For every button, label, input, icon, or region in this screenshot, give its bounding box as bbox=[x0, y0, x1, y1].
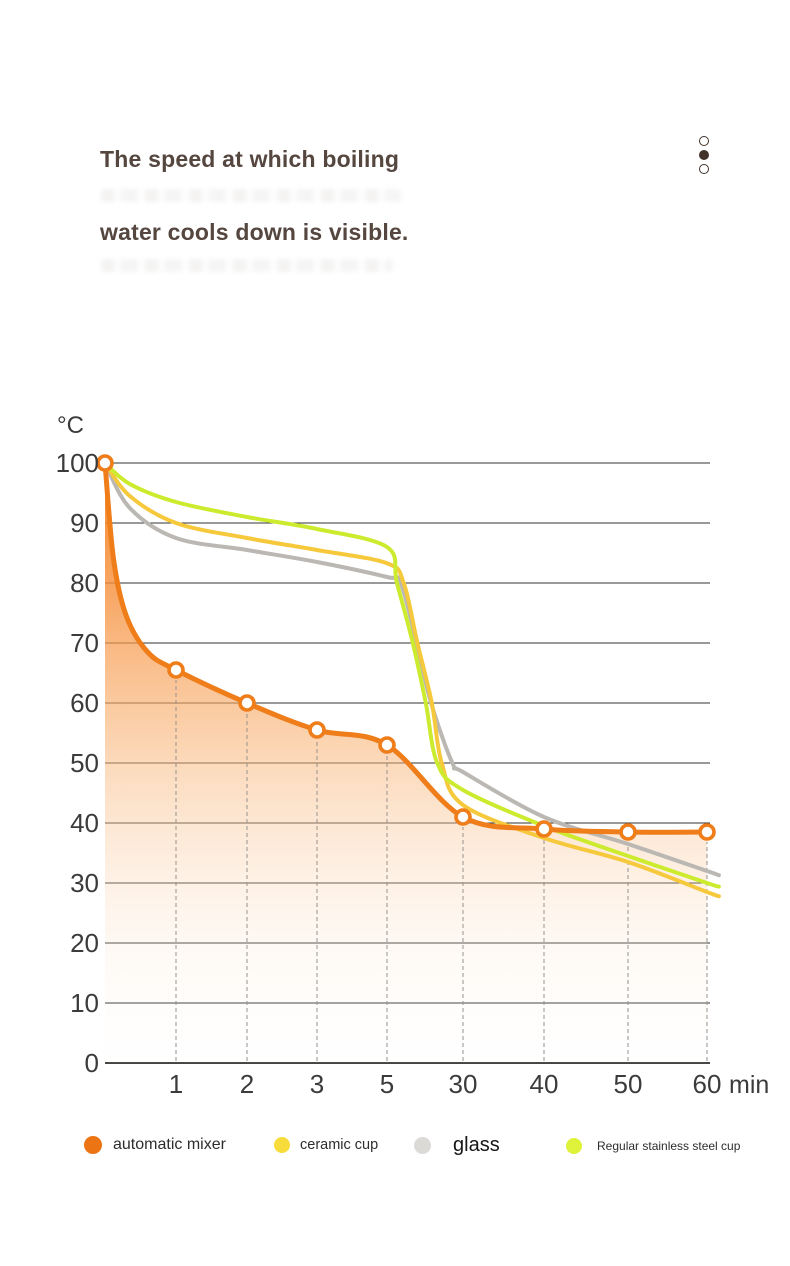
legend-label: Regular stainless steel cup bbox=[597, 1139, 741, 1153]
svg-text:60: 60 bbox=[693, 1069, 722, 1099]
legend-item-stainless-steel-cup: Regular stainless steel cup bbox=[566, 1138, 740, 1154]
pager-dot[interactable] bbox=[699, 150, 709, 160]
svg-text:0: 0 bbox=[85, 1048, 99, 1078]
legend-item-glass: glass bbox=[414, 1134, 500, 1157]
legend-label: glass bbox=[453, 1134, 500, 1156]
page-title-line-2: water cools down is visible. bbox=[100, 219, 409, 245]
svg-text:90: 90 bbox=[70, 508, 99, 538]
ghost-text-line bbox=[101, 189, 401, 202]
legend-dot-icon bbox=[414, 1137, 431, 1154]
legend-label: ceramic cup bbox=[300, 1137, 379, 1153]
pager-dot[interactable] bbox=[699, 136, 709, 146]
svg-text:70: 70 bbox=[70, 628, 99, 658]
data-point-markers bbox=[96, 454, 716, 841]
svg-text:40: 40 bbox=[530, 1069, 559, 1099]
dashed-tick-lines bbox=[175, 680, 708, 1061]
series-lines bbox=[102, 460, 721, 899]
svg-text:1: 1 bbox=[169, 1069, 183, 1099]
svg-text:80: 80 bbox=[70, 568, 99, 598]
svg-text:°C: °C bbox=[57, 412, 84, 439]
legend-label: automatic mixer bbox=[113, 1136, 226, 1153]
svg-text:5: 5 bbox=[380, 1069, 394, 1099]
svg-text:min: min bbox=[729, 1071, 769, 1099]
legend-item-automatic-mixer: automatic mixer bbox=[84, 1136, 226, 1154]
legend-dot-icon bbox=[566, 1138, 582, 1154]
svg-text:20: 20 bbox=[70, 928, 99, 958]
svg-text:30: 30 bbox=[449, 1069, 478, 1099]
svg-text:60: 60 bbox=[70, 688, 99, 718]
pager-dot[interactable] bbox=[699, 164, 709, 174]
carousel-pager bbox=[699, 136, 709, 174]
svg-text:50: 50 bbox=[614, 1069, 643, 1099]
legend-dot-icon bbox=[84, 1136, 102, 1154]
legend-dot-icon bbox=[274, 1137, 290, 1153]
svg-text:50: 50 bbox=[70, 748, 99, 778]
ghost-text-line bbox=[101, 259, 393, 272]
legend-item-ceramic-cup: ceramic cup bbox=[274, 1137, 378, 1153]
svg-text:40: 40 bbox=[70, 808, 99, 838]
svg-text:30: 30 bbox=[70, 868, 99, 898]
svg-text:3: 3 bbox=[310, 1069, 324, 1099]
svg-text:10: 10 bbox=[70, 988, 99, 1018]
svg-text:100: 100 bbox=[56, 448, 99, 478]
svg-text:2: 2 bbox=[240, 1069, 254, 1099]
page-title-line-1: The speed at which boiling bbox=[100, 146, 400, 172]
